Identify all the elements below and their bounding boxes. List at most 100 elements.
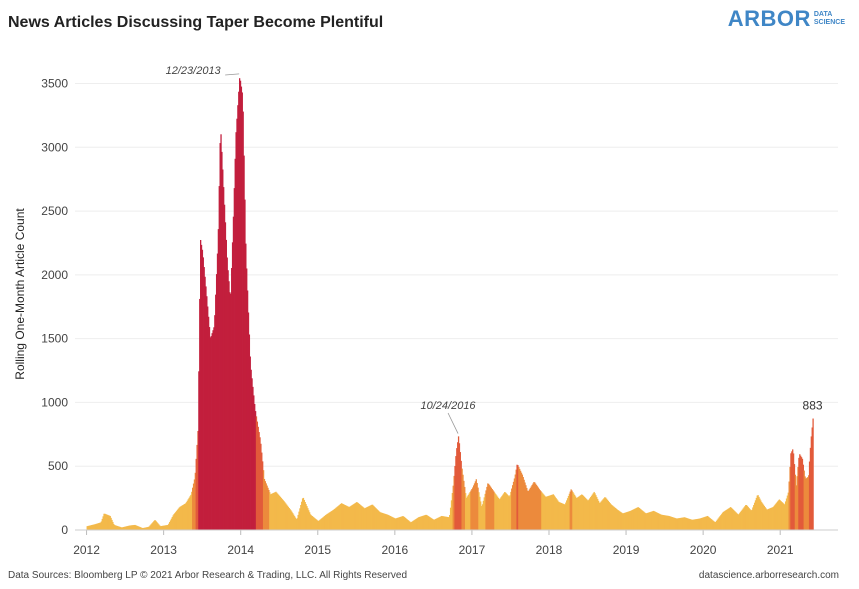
area-bar	[296, 518, 298, 530]
area-bar	[218, 186, 220, 531]
area-bar	[350, 505, 352, 530]
area-bar	[402, 516, 405, 530]
area-bar	[327, 513, 329, 530]
area-bar	[138, 526, 141, 530]
area-bar	[691, 519, 694, 530]
area-bar	[237, 105, 239, 530]
area-bar	[531, 484, 533, 530]
area-bar	[390, 516, 392, 530]
area-bar	[301, 498, 304, 530]
area-bar	[87, 525, 89, 530]
area-bar	[436, 518, 438, 530]
area-bar	[387, 514, 389, 530]
area-bar	[809, 447, 812, 530]
area-bar	[151, 523, 153, 530]
website-link[interactable]: datascience.arborresearch.com	[698, 570, 839, 581]
area-bar	[304, 502, 306, 530]
area-bar	[714, 521, 717, 530]
area-bar	[370, 505, 372, 530]
area-bar	[504, 492, 507, 530]
area-bar	[358, 503, 360, 530]
area-bar	[351, 505, 353, 530]
area-bar	[466, 496, 469, 530]
area-bar	[211, 333, 213, 530]
area-bar	[492, 490, 494, 530]
area-bar	[561, 503, 563, 530]
area-bar	[257, 426, 259, 530]
annotations: 12/23/2013 10/24/2016 883	[166, 65, 823, 434]
data-source-note: Data Sources: Bloomberg LP © 2021 Arbor …	[8, 570, 408, 581]
area-bar	[291, 511, 293, 530]
area-bar	[618, 510, 620, 530]
area-bar	[132, 525, 134, 530]
area-bar	[398, 517, 400, 530]
area-bar	[254, 411, 257, 530]
area-bar	[229, 292, 231, 530]
x-tick-label: 2020	[690, 543, 717, 557]
area-bar	[260, 443, 262, 530]
area-bar	[309, 514, 312, 530]
area-bar	[619, 511, 621, 530]
area-bar	[689, 519, 691, 530]
area-bar	[93, 524, 95, 530]
area-bar	[355, 502, 357, 530]
area-bar	[434, 519, 437, 530]
area-bar	[133, 524, 135, 530]
area-bar	[567, 495, 570, 530]
area-bar	[202, 257, 204, 530]
area-bar	[94, 524, 96, 530]
area-bar	[681, 517, 683, 530]
area-bar	[284, 502, 286, 530]
area-bar	[362, 506, 364, 530]
area-bar	[208, 327, 211, 530]
area-bar	[453, 475, 455, 530]
area-bar	[688, 518, 690, 530]
area-bar	[149, 525, 151, 530]
area-bar	[119, 526, 121, 530]
area-bar	[483, 497, 485, 530]
area-bar	[426, 514, 428, 530]
area-bar	[184, 503, 186, 530]
area-bar	[235, 132, 237, 530]
area-bar	[659, 513, 661, 530]
area-bar	[773, 505, 775, 530]
area-bar	[594, 493, 596, 530]
area-bar	[588, 499, 590, 530]
area-bar	[185, 502, 188, 530]
area-bar	[597, 500, 600, 530]
area-bar	[239, 78, 241, 531]
area-bar	[380, 512, 383, 530]
area-bar	[197, 430, 199, 530]
area-bar	[613, 507, 616, 530]
area-bar	[164, 525, 166, 530]
area-bar	[515, 469, 517, 530]
area-bar	[642, 510, 644, 530]
area-bar	[316, 519, 318, 530]
area-bar	[121, 527, 123, 530]
area-bar	[516, 464, 518, 530]
area-bar	[203, 267, 205, 530]
area-bar	[600, 501, 602, 530]
area-bar	[463, 480, 465, 530]
area-bar	[193, 479, 196, 530]
area-bar	[448, 517, 450, 530]
area-bar	[692, 519, 695, 530]
area-bar	[794, 474, 797, 530]
area-bar	[227, 270, 229, 530]
logo-subtitle: DATA SCIENCE	[814, 11, 845, 27]
peak-2013-label: 12/23/2013	[166, 65, 222, 77]
area-bar	[533, 482, 535, 530]
x-tick-label: 2015	[304, 543, 331, 557]
area-bar	[538, 488, 540, 530]
area-bar	[324, 515, 326, 530]
area-bar	[473, 483, 476, 530]
area-bar	[783, 503, 785, 530]
area-bar	[763, 505, 765, 530]
area-bar	[574, 496, 577, 530]
area-bar	[753, 502, 756, 530]
area-bar	[486, 486, 488, 530]
area-bar	[270, 494, 272, 530]
area-bar	[426, 515, 429, 530]
area-bar	[721, 513, 723, 530]
area-bar	[532, 483, 534, 530]
